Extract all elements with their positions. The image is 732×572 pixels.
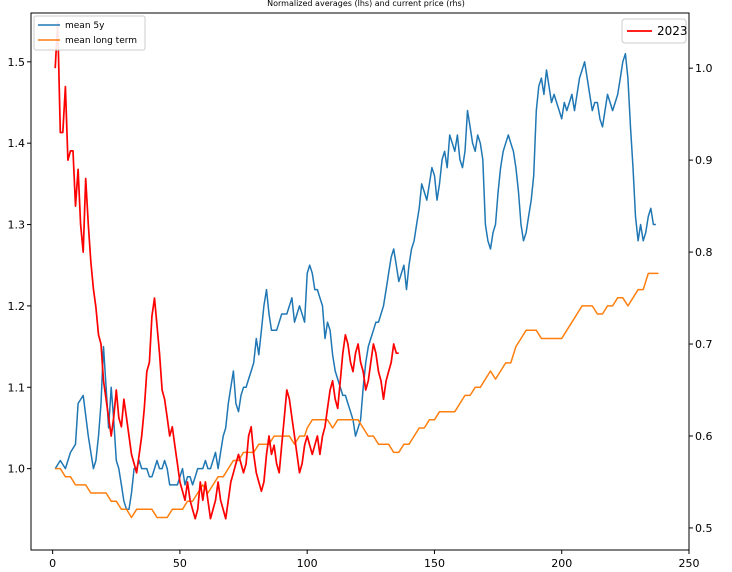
x-tick-label: 150 — [424, 557, 445, 570]
legend-left-box — [33, 15, 146, 51]
left-y-tick-label: 1.0 — [8, 463, 26, 476]
series-line-2023 — [54, 21, 399, 520]
right-y-tick-label: 0.9 — [695, 154, 713, 167]
right-y-tick-label: 0.6 — [695, 430, 713, 443]
right-y-tick-label: 1.0 — [695, 62, 713, 75]
x-tick-label: 0 — [49, 557, 56, 570]
left-y-tick-label: 1.1 — [8, 381, 26, 394]
series-line-mean-long-term — [55, 272, 659, 519]
x-axis: 0 50 100 150 200 250 — [49, 550, 700, 570]
series-layer — [54, 21, 659, 520]
x-tick-label: 250 — [679, 557, 700, 570]
right-y-tick-label: 0.5 — [695, 522, 713, 535]
x-tick-label: 100 — [297, 557, 318, 570]
left-y-tick-label: 1.5 — [8, 56, 26, 69]
legend-label-mean-long-term: mean long term — [65, 36, 137, 46]
left-y-tick-label: 1.2 — [8, 300, 26, 313]
legend-right: 2023 — [621, 18, 688, 44]
chart-title: Normalized averages (lhs) and current pr… — [267, 0, 465, 8]
right-y-tick-label: 0.8 — [695, 246, 713, 259]
legend-label-2023: 2023 — [657, 24, 688, 38]
legend-label-mean-5y: mean 5y — [65, 21, 105, 31]
right-y-axis: 0.5 0.6 0.7 0.8 0.9 1.0 — [689, 62, 713, 535]
left-y-tick-label: 1.3 — [8, 219, 26, 232]
right-y-tick-label: 0.7 — [695, 338, 713, 351]
series-line-mean-5y — [54, 52, 656, 511]
legend-left: mean 5y mean long term — [33, 15, 146, 51]
legend-right-box — [621, 18, 687, 44]
x-tick-label: 200 — [551, 557, 572, 570]
plot-frame — [30, 12, 690, 551]
left-y-tick-label: 1.4 — [8, 137, 26, 150]
x-tick-label: 50 — [173, 557, 187, 570]
left-y-axis: 1.0 1.1 1.2 1.3 1.4 1.5 — [8, 56, 31, 476]
